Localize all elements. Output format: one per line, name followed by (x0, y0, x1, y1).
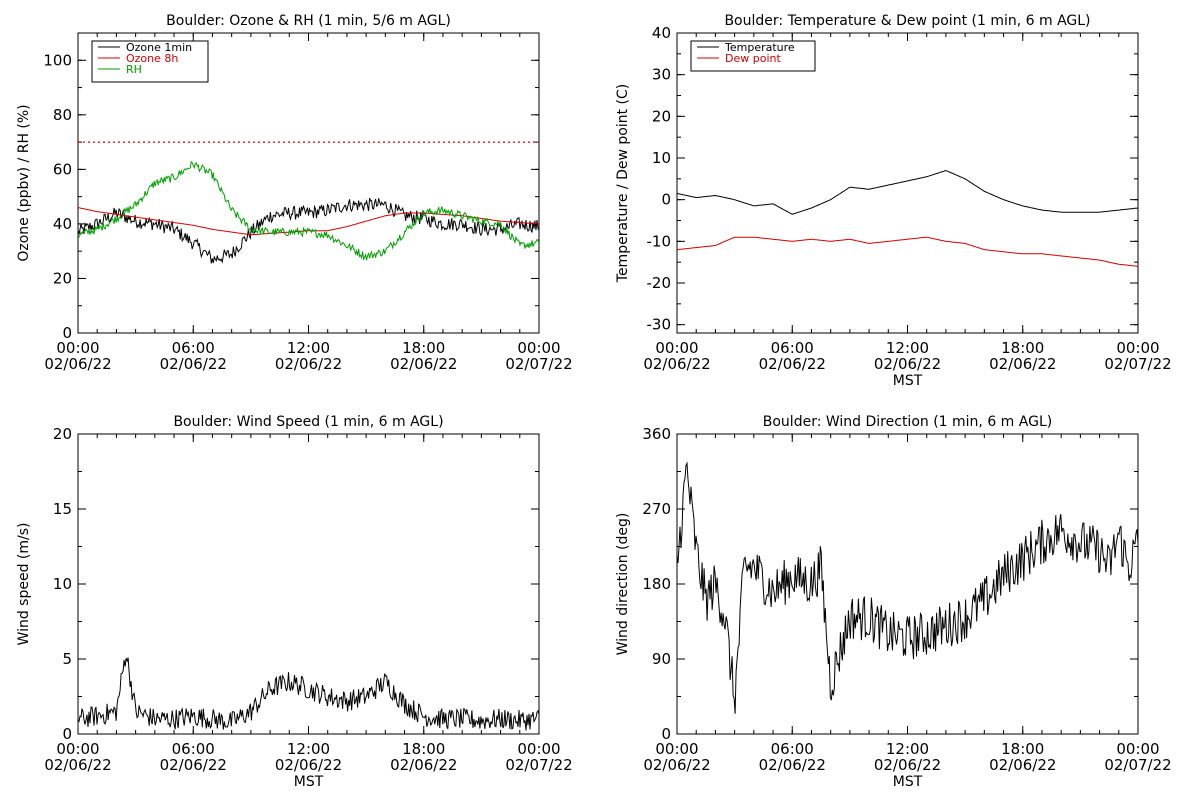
x-tick-time: 06:00 (172, 740, 215, 758)
x-tick-time: 18:00 (402, 339, 445, 357)
x-axis-label: MST (893, 373, 923, 389)
y-tick-label: 10 (652, 149, 671, 167)
x-tick-time: 12:00 (287, 740, 330, 758)
y-tick-label: 60 (53, 160, 72, 178)
x-tick-time: 18:00 (1001, 740, 1044, 758)
x-tick-date: 02/06/22 (160, 355, 227, 373)
x-tick-date: 02/06/22 (643, 756, 710, 774)
plot-frame (676, 433, 1139, 735)
y-tick-label: 20 (53, 425, 72, 443)
x-tick-date: 02/07/22 (1104, 355, 1171, 373)
x-tick-date: 02/06/22 (44, 355, 111, 373)
series-line-dew-point (677, 236, 1138, 267)
x-tick-time: 06:00 (771, 740, 814, 758)
y-tick-label: 90 (652, 650, 671, 668)
y-tick-label: 0 (62, 324, 72, 342)
x-tick-time: 12:00 (886, 339, 929, 357)
x-tick-time: 06:00 (172, 339, 215, 357)
y-tick-label: 15 (53, 500, 72, 518)
chart-0: Boulder: Ozone & RH (1 min, 5/6 m AGL)02… (16, 13, 573, 373)
x-tick-date: 02/06/22 (989, 355, 1056, 373)
series-line-0 (78, 657, 539, 731)
legend-box (690, 40, 816, 72)
x-tick-date: 02/06/22 (874, 756, 941, 774)
y-tick-label: -20 (647, 274, 672, 292)
chart-title: Boulder: Wind Speed (1 min, 6 m AGL) (173, 414, 443, 430)
x-tick-date: 02/06/22 (643, 355, 710, 373)
plot-frame (676, 32, 1139, 334)
x-tick-time: 00:00 (1116, 339, 1159, 357)
chart-3: Boulder: Wind Direction (1 min, 6 m AGL)… (615, 414, 1172, 790)
x-tick-time: 00:00 (517, 740, 560, 758)
x-tick-date: 02/07/22 (1104, 756, 1171, 774)
x-tick-date: 02/06/22 (390, 355, 457, 373)
y-axis-label: Ozone (ppbv) / RH (%) (16, 104, 32, 261)
y-tick-label: 20 (53, 269, 72, 287)
y-tick-label: 0 (661, 725, 671, 743)
y-tick-label: 0 (661, 191, 671, 209)
y-tick-label: 80 (53, 106, 72, 124)
x-tick-date: 02/06/22 (275, 355, 342, 373)
x-tick-date: 02/07/22 (505, 756, 572, 774)
x-tick-date: 02/06/22 (759, 355, 826, 373)
x-axis-label: MST (294, 774, 324, 790)
x-tick-time: 12:00 (287, 339, 330, 357)
series-line-0 (677, 461, 1138, 714)
x-tick-date: 02/06/22 (759, 756, 826, 774)
chart-title: Boulder: Temperature & Dew point (1 min,… (724, 13, 1090, 29)
x-tick-date: 02/06/22 (275, 756, 342, 774)
series-line-temperature (677, 170, 1138, 215)
y-tick-label: 360 (642, 425, 671, 443)
legend-box (91, 40, 209, 83)
y-tick-label: 0 (62, 725, 72, 743)
y-axis-label: Wind direction (deg) (615, 513, 631, 656)
x-tick-time: 00:00 (517, 339, 560, 357)
chart-2: Boulder: Wind Speed (1 min, 6 m AGL) 0 5 10… (16, 414, 573, 790)
x-tick-time: 00:00 (56, 339, 99, 357)
x-tick-time: 12:00 (886, 740, 929, 758)
x-tick-time: 00:00 (56, 740, 99, 758)
legend-label: Ozone 1min (126, 41, 192, 54)
y-tick-label: 270 (642, 500, 671, 518)
legend-label: RH (126, 63, 142, 76)
plot-frame (77, 433, 540, 735)
y-axis-label: Temperature / Dew point (C) (615, 84, 631, 283)
y-tick-label: -10 (647, 232, 672, 250)
y-tick-label: 5 (62, 650, 72, 668)
x-tick-time: 06:00 (771, 339, 814, 357)
x-tick-time: 00:00 (655, 740, 698, 758)
y-tick-label: 180 (642, 575, 671, 593)
x-tick-time: 18:00 (402, 740, 445, 758)
legend-label: Ozone 8h (126, 52, 178, 65)
series-line-ozone-1min (78, 197, 539, 264)
x-tick-time: 00:00 (655, 339, 698, 357)
x-axis-label: MST (893, 774, 923, 790)
y-tick-label: 10 (53, 575, 72, 593)
y-axis-label: Wind speed (m/s) (16, 523, 32, 646)
chart-1: Boulder: Temperature & Dew point (1 min,… (615, 13, 1172, 389)
y-tick-label: 20 (652, 107, 671, 125)
y-tick-label: 30 (652, 66, 671, 84)
chart-title: Boulder: Wind Direction (1 min, 6 m AGL) (763, 414, 1052, 430)
legend-label: Dew point (725, 52, 781, 65)
chart-title: Boulder: Ozone & RH (1 min, 5/6 m AGL) (166, 13, 451, 29)
x-tick-date: 02/06/22 (390, 756, 457, 774)
x-tick-date: 02/06/22 (160, 756, 227, 774)
x-tick-date: 02/06/22 (874, 355, 941, 373)
x-tick-date: 02/06/22 (989, 756, 1056, 774)
legend-label: Temperature (724, 41, 795, 54)
y-tick-label: -30 (647, 316, 672, 334)
series-line-ozone-8h (78, 207, 539, 236)
y-tick-label: 100 (43, 51, 72, 69)
x-tick-date: 02/07/22 (505, 355, 572, 373)
series-line-rh (78, 160, 539, 261)
y-tick-label: 40 (53, 215, 72, 233)
x-tick-time: 18:00 (1001, 339, 1044, 357)
y-tick-label: 40 (652, 24, 671, 42)
x-tick-date: 02/06/22 (44, 756, 111, 774)
x-tick-time: 00:00 (1116, 740, 1159, 758)
